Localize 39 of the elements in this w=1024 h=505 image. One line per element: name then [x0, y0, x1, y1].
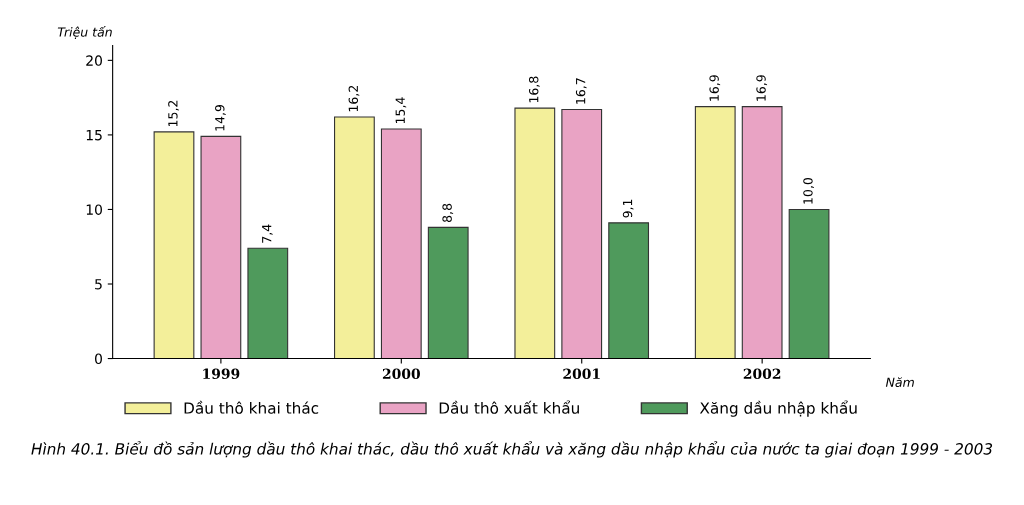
- bar: [514, 107, 556, 359]
- y-tick-label: 0: [95, 353, 102, 365]
- y-tick-label: 10: [86, 204, 102, 215]
- data-label: 16,8: [528, 76, 540, 103]
- data-label: 14,9: [215, 104, 226, 131]
- bar: [380, 128, 422, 359]
- data-label: 8,8: [442, 203, 454, 223]
- bar: [694, 106, 736, 359]
- data-label: 16,9: [709, 75, 721, 101]
- bar: [200, 135, 242, 359]
- data-label: 15,4: [395, 97, 407, 124]
- y-axis-title: Triệu tấn: [57, 26, 112, 39]
- data-label: 7,4: [262, 224, 273, 243]
- data-label: 16,2: [348, 85, 360, 112]
- bar: [741, 106, 783, 359]
- bar: [608, 222, 650, 359]
- data-label: 16,9: [756, 75, 768, 101]
- data-label: 9,1: [622, 199, 634, 218]
- x-axis-title: Năm: [885, 377, 914, 388]
- x-tick-label: 2002: [743, 368, 781, 380]
- bar: [427, 226, 469, 359]
- data-label: 10,0: [803, 177, 814, 204]
- legend-label: Xăng dầu nhập khẩu: [699, 400, 857, 417]
- data-label: 16,7: [575, 78, 587, 104]
- bar: [788, 208, 830, 359]
- bar: [247, 247, 289, 359]
- text: Hình 40.1. Biểu đồ sản lượng dầu thô khai thác, dầu thô xuất khẩu và xăng dầu nhập khẩu của nước ta giai đoạn 1999 - 2003: [31, 441, 993, 458]
- data-label: 15,2: [168, 100, 179, 127]
- bar: [334, 116, 375, 359]
- y-tick-label: 15: [86, 130, 102, 141]
- y-tick-label: 20: [86, 55, 102, 66]
- y-tick-label: 5: [95, 279, 102, 290]
- legend-label: Dầu thô khai thác: [184, 400, 319, 414]
- bar: [153, 131, 195, 359]
- x-tick-label: 2001: [563, 368, 600, 380]
- x-tick-label: 2000: [382, 368, 420, 380]
- bar: [561, 109, 603, 359]
- x-tick-label: 1999: [203, 368, 240, 380]
- legend-label: Dầu thô xuất khẩu: [439, 400, 579, 414]
